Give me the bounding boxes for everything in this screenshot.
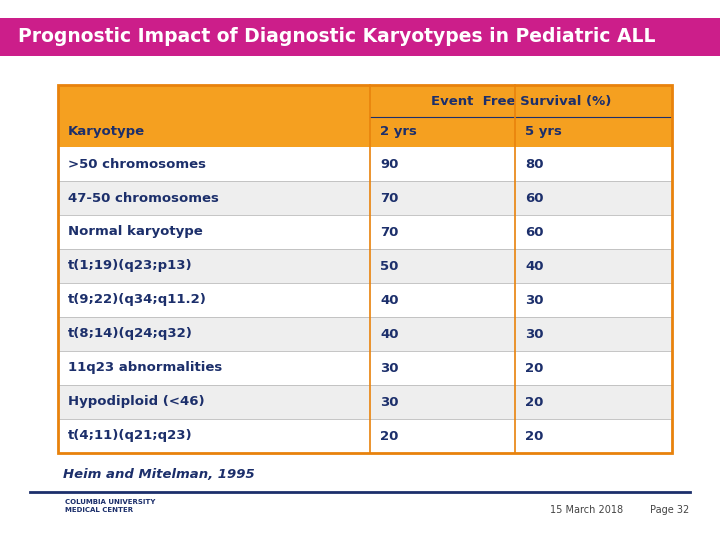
Text: 47-50 chromosomes: 47-50 chromosomes — [68, 192, 219, 205]
Text: Normal karyotype: Normal karyotype — [68, 226, 203, 239]
Text: 80: 80 — [525, 158, 544, 171]
Text: 90: 90 — [380, 158, 398, 171]
Text: 40: 40 — [525, 260, 544, 273]
Text: 5 yrs: 5 yrs — [525, 125, 562, 138]
Bar — [58, 181, 672, 215]
Text: 60: 60 — [525, 192, 544, 205]
Text: 15 March 2018: 15 March 2018 — [550, 505, 623, 515]
Text: COLUMBIA UNIVERSITY
MEDICAL CENTER: COLUMBIA UNIVERSITY MEDICAL CENTER — [65, 499, 156, 513]
Bar — [58, 283, 672, 317]
Text: 20: 20 — [525, 429, 544, 442]
Text: 30: 30 — [525, 294, 544, 307]
Text: 20: 20 — [380, 429, 398, 442]
Text: 40: 40 — [380, 294, 398, 307]
Text: 2 yrs: 2 yrs — [380, 125, 417, 138]
Text: Page 32: Page 32 — [650, 505, 689, 515]
Bar — [58, 419, 672, 453]
Bar — [58, 317, 672, 351]
Bar — [58, 85, 672, 453]
Text: 40: 40 — [380, 327, 398, 341]
Text: t(8;14)(q24;q32): t(8;14)(q24;q32) — [68, 327, 193, 341]
Text: Karyotype: Karyotype — [68, 125, 145, 138]
Text: 20: 20 — [525, 395, 544, 408]
Text: 20: 20 — [525, 361, 544, 375]
Text: >50 chromosomes: >50 chromosomes — [68, 158, 206, 171]
Bar — [0, 18, 720, 56]
Bar — [58, 351, 672, 385]
Bar — [58, 385, 672, 419]
Bar — [58, 215, 672, 249]
Text: Heim and Mitelman, 1995: Heim and Mitelman, 1995 — [63, 469, 255, 482]
Text: 50: 50 — [380, 260, 398, 273]
Text: 11q23 abnormalities: 11q23 abnormalities — [68, 361, 222, 375]
Text: t(9;22)(q34;q11.2): t(9;22)(q34;q11.2) — [68, 294, 207, 307]
Text: t(1;19)(q23;p13): t(1;19)(q23;p13) — [68, 260, 193, 273]
Text: Hypodiploid (<46): Hypodiploid (<46) — [68, 395, 204, 408]
Bar — [58, 85, 672, 147]
Text: t(4;11)(q21;q23): t(4;11)(q21;q23) — [68, 429, 193, 442]
Text: 30: 30 — [525, 327, 544, 341]
Text: Event  Free Survival (%): Event Free Survival (%) — [431, 94, 611, 107]
Text: Prognostic Impact of Diagnostic Karyotypes in Pediatric ALL: Prognostic Impact of Diagnostic Karyotyp… — [18, 28, 655, 46]
Text: 60: 60 — [525, 226, 544, 239]
Text: 30: 30 — [380, 395, 398, 408]
Text: 30: 30 — [380, 361, 398, 375]
Text: 70: 70 — [380, 192, 398, 205]
Bar — [58, 249, 672, 283]
Bar — [58, 147, 672, 181]
Text: 70: 70 — [380, 226, 398, 239]
